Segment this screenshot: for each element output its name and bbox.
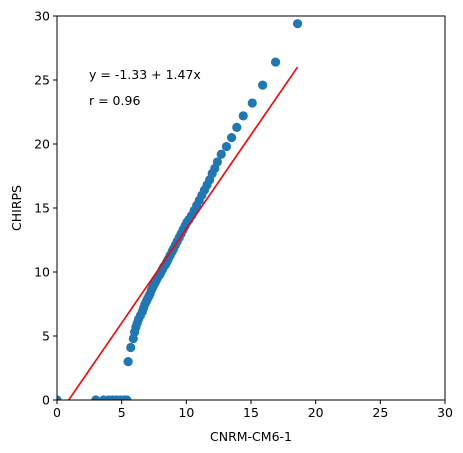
y-tick-label: 0	[42, 393, 50, 408]
data-point	[212, 157, 222, 167]
x-tick-label: 30	[437, 405, 453, 420]
data-point	[126, 342, 136, 353]
data-point	[122, 395, 132, 400]
y-tick-label: 25	[34, 73, 50, 88]
x-tick-label: 5	[118, 405, 126, 420]
data-point	[91, 395, 101, 400]
data-point	[258, 80, 268, 90]
x-tick-label: 25	[372, 405, 388, 420]
plot-layer	[57, 19, 303, 401]
y-tick-label: 10	[34, 265, 50, 280]
data-point	[216, 149, 226, 159]
x-tick-label: 15	[243, 405, 259, 420]
x-tick-label: 10	[178, 405, 194, 420]
data-point	[232, 122, 242, 132]
data-point	[221, 141, 232, 152]
axes-layer: 0 5 10 15 20 25 30 0 5 10 15 20 25 30	[34, 9, 453, 421]
data-point	[238, 111, 248, 121]
data-point	[227, 133, 237, 143]
data-point	[247, 98, 257, 108]
y-axis-label: CHIRPS	[9, 185, 24, 231]
y-tick-label: 5	[42, 329, 50, 344]
x-axis-label: CNRM-CM6-1	[210, 429, 292, 444]
data-point	[292, 19, 303, 29]
data-point	[270, 57, 281, 67]
annotation-equation: y = -1.33 + 1.47x	[89, 67, 201, 82]
data-point	[57, 395, 62, 400]
x-tick-label: 0	[53, 405, 61, 420]
y-tick-label: 30	[34, 9, 50, 24]
data-point	[123, 357, 133, 367]
data-points	[57, 19, 303, 400]
y-tick-label: 20	[34, 137, 50, 152]
annotation-r: r = 0.96	[89, 93, 140, 108]
y-tick-label: 15	[34, 201, 50, 216]
regression-line	[67, 66, 299, 401]
x-tick-label: 20	[308, 405, 324, 420]
